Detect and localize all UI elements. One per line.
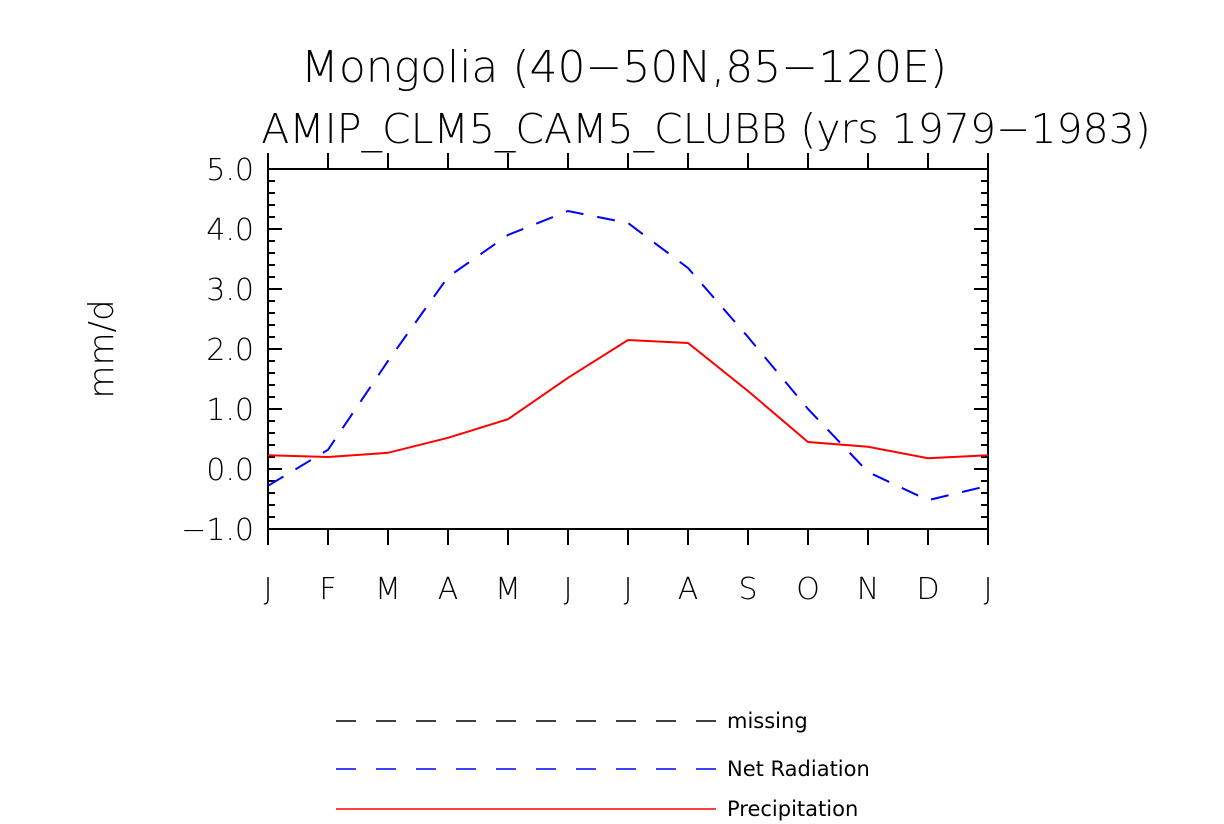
x-tick-label: S: [738, 572, 757, 607]
x-tick-label: J: [624, 572, 633, 607]
y-tick-label: 5.0: [206, 153, 254, 188]
x-tick-label: D: [916, 572, 939, 607]
legend-label: missing: [727, 709, 808, 733]
series-line-precipitation: [267, 338, 989, 460]
y-tick-labels: −1.0 0.0 1.0 2.0 3.0 4.0 5.0: [181, 153, 254, 548]
x-tick-label: M: [375, 572, 401, 607]
y-tick-label: 0.0: [206, 453, 254, 488]
x-tick-label: A: [678, 572, 699, 607]
x-tick-label: O: [796, 572, 820, 607]
x-tick-label: A: [438, 572, 459, 607]
y-tick-label: 1.0: [206, 393, 254, 428]
x-tick-label: N: [857, 572, 879, 607]
legend-label: Precipitation: [727, 797, 858, 821]
series-line-net-radiation: [267, 209, 989, 502]
y-axis-label: mm/d: [82, 299, 122, 398]
y-tick-label: 2.0: [206, 333, 254, 368]
x-tick-label: F: [319, 572, 336, 607]
x-tick-label: J: [984, 572, 993, 607]
x-tick-label: J: [564, 572, 573, 607]
legend-label: Net Radiation: [727, 757, 870, 781]
y-tick-label: 4.0: [206, 213, 254, 248]
tick-marks: [267, 153, 989, 545]
y-tick-label: 3.0: [206, 273, 254, 308]
plot-frame: [267, 168, 989, 530]
chart-title: Mongolia (40−50N,85−120E): [301, 42, 947, 93]
x-tick-label: M: [495, 572, 521, 607]
legend: missing Net Radiation Precipitation: [336, 709, 870, 821]
chart-subtitle: AMIP_CLM5_CAM5_CLUBB (yrs 1979−1983): [261, 105, 1151, 153]
series-lines: [267, 209, 989, 502]
x-tick-label: J: [264, 572, 273, 607]
y-tick-label: −1.0: [181, 513, 254, 548]
